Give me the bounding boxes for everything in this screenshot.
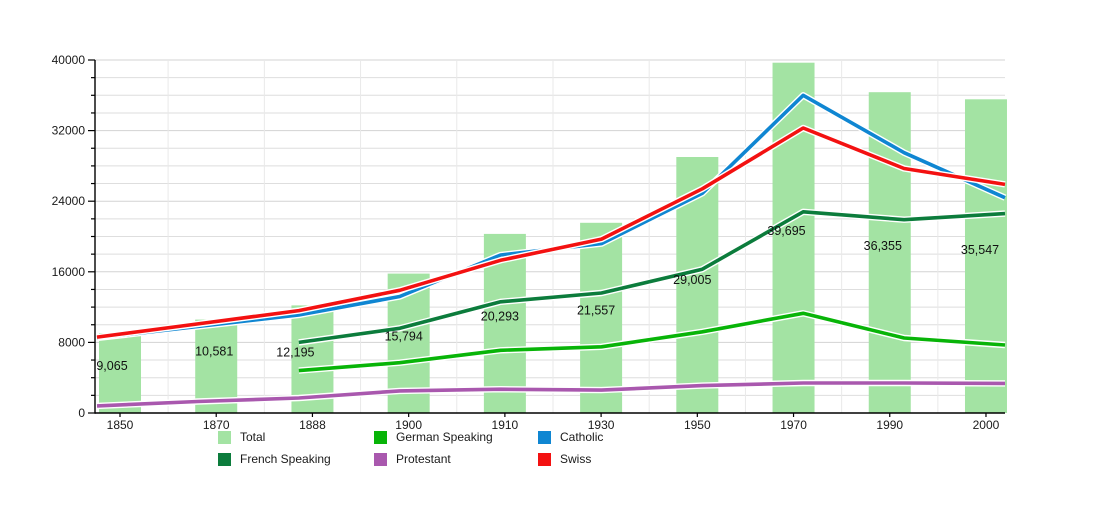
bar-value-label: 29,005 — [673, 273, 711, 287]
total-bar — [99, 333, 141, 413]
y-axis-tick-label: 0 — [78, 406, 85, 420]
bar-value-label: 20,293 — [481, 309, 519, 323]
x-axis-tick-label: 1870 — [203, 418, 230, 432]
x-axis-tick-label: 1910 — [492, 418, 519, 432]
legend-swatch-swiss — [538, 453, 551, 466]
legend-label-german-speaking: German Speaking — [396, 430, 493, 444]
legend-item-german-speaking: German Speaking — [374, 431, 538, 444]
legend-label-total: Total — [240, 430, 266, 444]
series-line-protestant — [96, 381, 1006, 408]
bar-value-label: 9,065 — [96, 359, 127, 373]
x-axis-tick-label: 2000 — [973, 418, 1000, 432]
x-axis-tick-label: 1970 — [780, 418, 807, 432]
bar-value-label: 10,581 — [195, 344, 233, 358]
legend-item-french-speaking: French Speaking — [218, 453, 374, 466]
x-axis-tick-label: 1990 — [876, 418, 903, 432]
legend-swatch-german-speaking — [374, 431, 387, 444]
legend-swatch-catholic — [538, 431, 551, 444]
y-axis-tick-label: 16000 — [52, 265, 86, 279]
bar-value-label: 35,547 — [961, 243, 999, 257]
legend-label-protestant: Protestant — [396, 452, 451, 466]
series-line-swiss — [96, 126, 1006, 339]
y-axis-tick-label: 8000 — [58, 335, 85, 349]
y-axis-tick-label: 40000 — [52, 53, 86, 67]
legend-swatch-french-speaking — [218, 453, 231, 466]
legend-item-total: Total — [218, 431, 374, 444]
legend-label-swiss: Swiss — [560, 452, 592, 466]
bar-value-label: 12,195 — [276, 346, 314, 360]
total-bar — [964, 99, 1007, 414]
y-axis-tick-label: 24000 — [52, 194, 86, 208]
legend-item-swiss: Swiss — [538, 453, 688, 466]
bar-value-label: 15,794 — [385, 329, 423, 343]
x-axis-tick-label: 1950 — [684, 418, 711, 432]
bar-value-label: 39,695 — [767, 224, 805, 238]
legend-label-catholic: Catholic — [560, 430, 604, 444]
x-axis-tick-label: 1850 — [107, 418, 134, 432]
legend-item-catholic: Catholic — [538, 431, 688, 444]
x-axis-tick-label: 1888 — [299, 418, 326, 432]
bar-value-label: 36,355 — [864, 239, 902, 253]
legend-label-french-speaking: French Speaking — [240, 452, 331, 466]
legend-swatch-total — [218, 431, 231, 444]
bar-value-label: 21,557 — [577, 303, 615, 317]
series-line-french-speaking — [298, 210, 1006, 345]
y-axis-tick-label: 32000 — [52, 124, 86, 138]
x-axis-tick-label: 1930 — [588, 418, 615, 432]
x-axis-tick-label: 1900 — [395, 418, 422, 432]
chart-legend: Total German Speaking Catholic French Speak… — [218, 431, 688, 466]
total-bar — [580, 222, 623, 413]
legend-item-protestant: Protestant — [374, 453, 538, 466]
legend-swatch-protestant — [374, 453, 387, 466]
series-line-german-speaking — [298, 311, 1006, 373]
